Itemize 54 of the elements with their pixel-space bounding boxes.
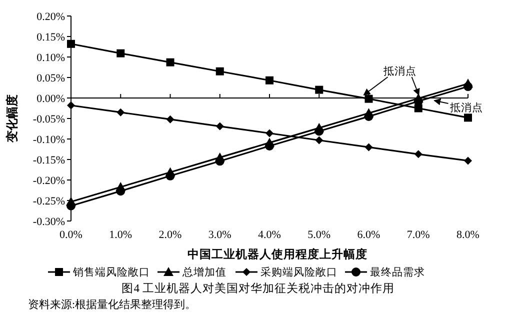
point — [464, 156, 472, 165]
point — [67, 101, 75, 110]
annotation: 抵消点 — [448, 101, 483, 114]
y-tick-label: -0.05% — [32, 113, 65, 126]
point — [414, 150, 422, 158]
point — [216, 67, 224, 76]
y-tick-label: 0.10% — [36, 52, 65, 64]
x-tick-label: 8.0% — [456, 229, 480, 241]
point — [265, 141, 274, 150]
x-tick-label: 7.0% — [406, 229, 430, 241]
point — [364, 112, 374, 121]
point — [116, 108, 125, 116]
point — [464, 82, 472, 92]
point — [364, 94, 373, 103]
x-tick-label: 0.0% — [60, 229, 82, 241]
y-tick-label: 0.15% — [36, 31, 65, 44]
x-tick-label: 1.0% — [109, 229, 132, 241]
text: 资料来源:根据量化结果整理得到。 — [28, 298, 196, 311]
y-tick-label: -0.30% — [32, 216, 65, 228]
point — [464, 114, 472, 122]
point — [116, 49, 125, 58]
y-tick-label: 0.20% — [36, 10, 65, 23]
y-tick-label: -0.15% — [32, 154, 65, 166]
point — [266, 129, 274, 138]
legend-label: 采购端风险敞口 — [260, 266, 338, 279]
x-tick-label: 2.0% — [158, 229, 182, 241]
point — [67, 40, 75, 48]
legend-label: 最终品需求 — [370, 266, 425, 279]
annotation: 抵消点 — [382, 64, 416, 78]
y-tick-label: 0.00% — [36, 92, 65, 105]
point — [315, 86, 324, 94]
legend-label: 销售端风险敞口 — [72, 266, 150, 279]
point — [166, 58, 174, 66]
y-axis-title: 变化幅度 — [5, 94, 19, 144]
y-tick-label: 0.05% — [36, 72, 65, 84]
x-tick-label: 4.0% — [258, 229, 281, 241]
y-tick-label: -0.20% — [32, 174, 65, 187]
point — [166, 115, 174, 124]
x-tick-label: 3.0% — [208, 229, 232, 241]
y-tick-label: -0.10% — [32, 134, 65, 146]
point — [116, 186, 126, 196]
y-tick-label: -0.25% — [32, 195, 65, 208]
point — [314, 126, 324, 136]
x-axis-title: 中国工业机器人使用程度上升幅度 — [188, 247, 368, 261]
text: 图4 工业机器人对美国对华加征关税冲击的对冲作用 — [122, 281, 394, 295]
point — [414, 104, 422, 112]
point — [315, 136, 324, 144]
x-tick-label: 6.0% — [357, 229, 380, 241]
point — [215, 156, 224, 166]
point — [216, 122, 224, 130]
point — [364, 143, 373, 152]
x-tick-label: 5.0% — [308, 229, 331, 241]
legend-label: 总增加值 — [182, 266, 226, 279]
point — [266, 76, 274, 84]
